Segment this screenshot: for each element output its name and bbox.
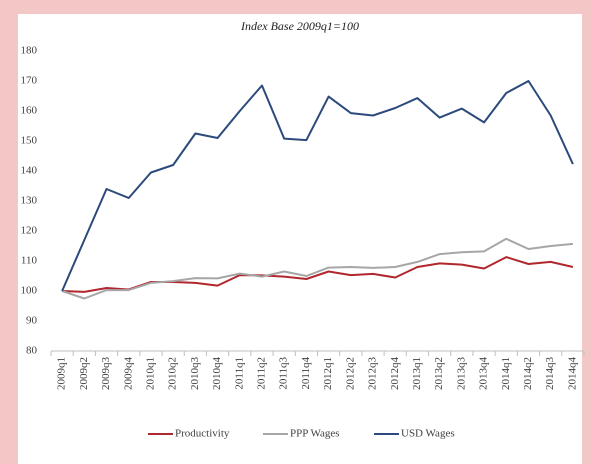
legend-label: Productivity bbox=[175, 428, 230, 440]
y-tick-label: 130 bbox=[21, 195, 38, 207]
x-tick-label: 2011q4 bbox=[300, 357, 312, 390]
x-tick-label: 2013q2 bbox=[433, 357, 445, 390]
x-tick-label: 2012q1 bbox=[322, 357, 334, 390]
y-tick-label: 160 bbox=[21, 105, 38, 117]
x-tick-label: 2011q3 bbox=[278, 357, 290, 390]
y-tick-label: 80 bbox=[26, 345, 38, 357]
x-tick-label: 2010q1 bbox=[144, 357, 156, 390]
y-tick-label: 120 bbox=[21, 225, 38, 237]
x-tick-label: 2014q4 bbox=[566, 357, 578, 391]
x-tick-label: 2012q2 bbox=[344, 357, 356, 390]
x-tick-label: 2013q4 bbox=[478, 357, 490, 391]
y-tick-label: 150 bbox=[21, 135, 38, 147]
x-tick-label: 2009q1 bbox=[56, 357, 68, 390]
y-tick-label: 140 bbox=[21, 165, 38, 177]
x-tick-label: 2009q3 bbox=[100, 357, 112, 391]
y-tick-label: 90 bbox=[26, 315, 38, 327]
chart-subtitle: Index Base 2009q1=100 bbox=[240, 19, 359, 33]
x-tick-label: 2012q4 bbox=[389, 357, 401, 391]
x-tick-label: 2012q3 bbox=[367, 357, 379, 391]
x-tick-label: 2014q3 bbox=[544, 357, 556, 391]
x-tick-label: 2009q2 bbox=[78, 357, 90, 390]
y-tick-label: 110 bbox=[21, 255, 38, 267]
legend-label: USD Wages bbox=[401, 428, 455, 440]
y-tick-label: 100 bbox=[21, 285, 38, 297]
x-tick-label: 2010q4 bbox=[211, 357, 223, 391]
y-tick-label: 170 bbox=[21, 75, 38, 87]
legend-label: PPP Wages bbox=[290, 428, 340, 440]
x-tick-label: 2010q2 bbox=[167, 357, 179, 390]
x-tick-label: 2013q1 bbox=[411, 357, 423, 390]
x-tick-label: 2011q1 bbox=[233, 357, 245, 390]
x-tick-label: 2013q3 bbox=[455, 357, 467, 391]
series-line bbox=[61, 80, 574, 292]
x-tick-label: 2011q2 bbox=[256, 357, 268, 390]
plot-panel bbox=[18, 14, 582, 464]
series-line bbox=[61, 237, 573, 300]
x-tick-label: 2010q3 bbox=[189, 357, 201, 391]
x-tick-label: 2014q2 bbox=[522, 357, 534, 390]
y-tick-label: 180 bbox=[21, 45, 38, 57]
x-tick-label: 2014q1 bbox=[500, 357, 512, 390]
x-tick-label: 2009q4 bbox=[122, 357, 134, 391]
